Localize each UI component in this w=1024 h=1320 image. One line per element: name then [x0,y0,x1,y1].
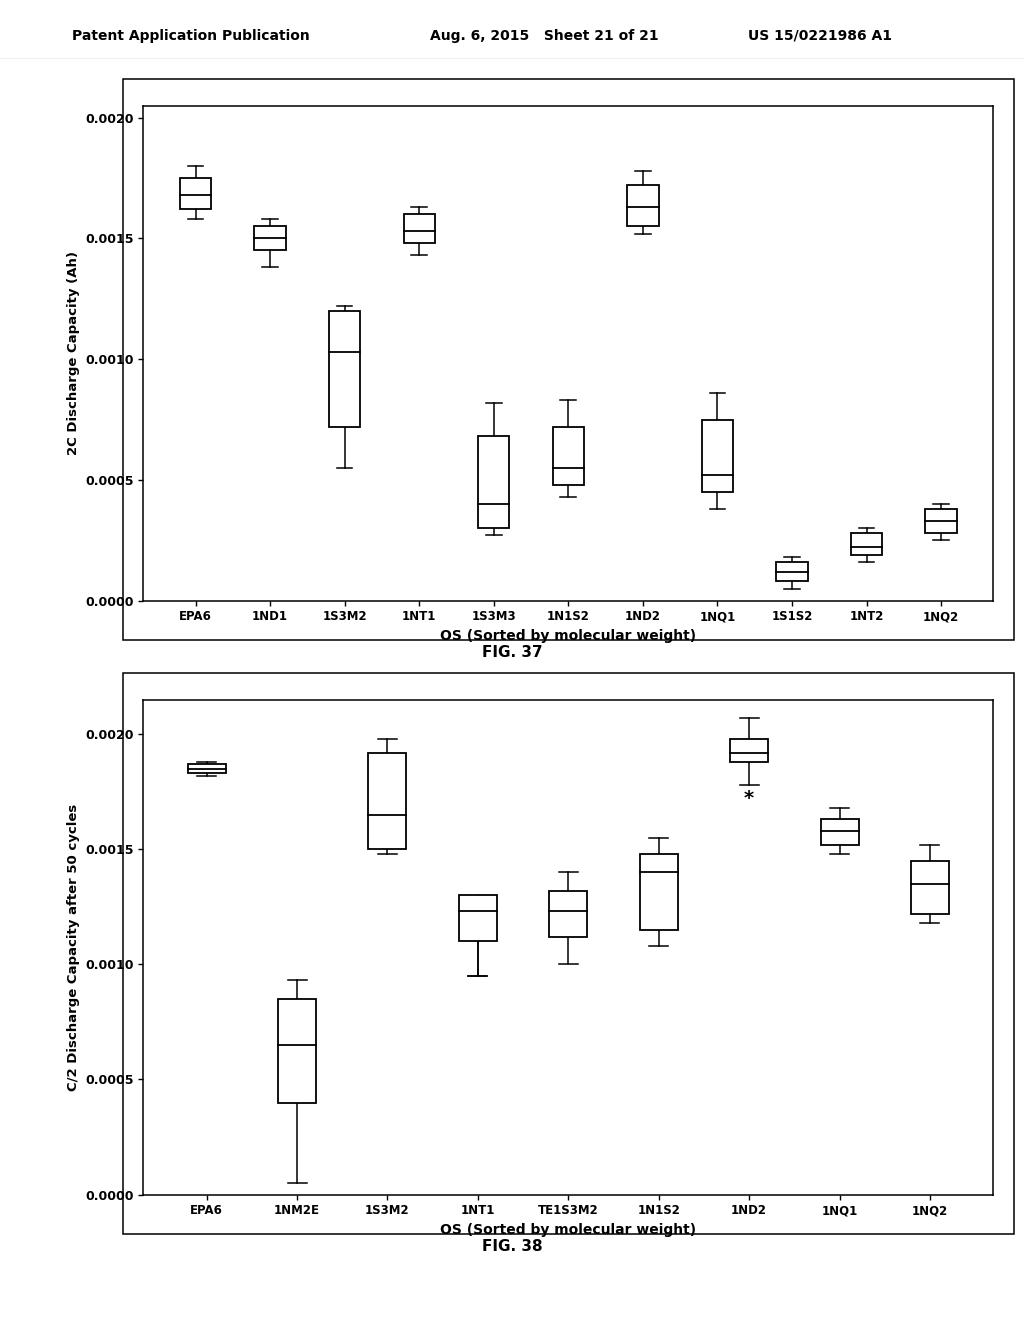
Bar [329,310,360,426]
Bar [403,214,435,243]
Bar [478,437,509,528]
Bar [730,739,768,762]
Text: US 15/0221986 A1: US 15/0221986 A1 [748,29,892,42]
Bar [549,891,588,937]
Bar [553,426,584,484]
Bar [369,752,407,849]
Bar [926,508,956,533]
Bar [820,820,858,845]
X-axis label: OS (Sorted by molecular weight): OS (Sorted by molecular weight) [440,1222,696,1237]
Text: FIG. 38: FIG. 38 [481,1239,543,1254]
Text: FIG. 37: FIG. 37 [481,645,543,660]
Bar [628,185,658,226]
Y-axis label: 2C Discharge Capacity (Ah): 2C Discharge Capacity (Ah) [67,251,80,455]
Y-axis label: C/2 Discharge Capacity after 50 cycles: C/2 Discharge Capacity after 50 cycles [67,804,80,1090]
Bar [776,562,808,581]
Bar [254,226,286,251]
Bar [459,895,497,941]
Text: Patent Application Publication: Patent Application Publication [72,29,309,42]
Bar [279,999,316,1102]
X-axis label: OS (Sorted by molecular weight): OS (Sorted by molecular weight) [440,628,696,643]
Text: Aug. 6, 2015   Sheet 21 of 21: Aug. 6, 2015 Sheet 21 of 21 [430,29,658,42]
Bar [701,420,733,492]
Bar [911,861,949,913]
Bar [180,178,211,210]
Bar [187,764,225,774]
Text: *: * [744,789,755,808]
Bar [640,854,678,929]
Bar [851,533,883,554]
